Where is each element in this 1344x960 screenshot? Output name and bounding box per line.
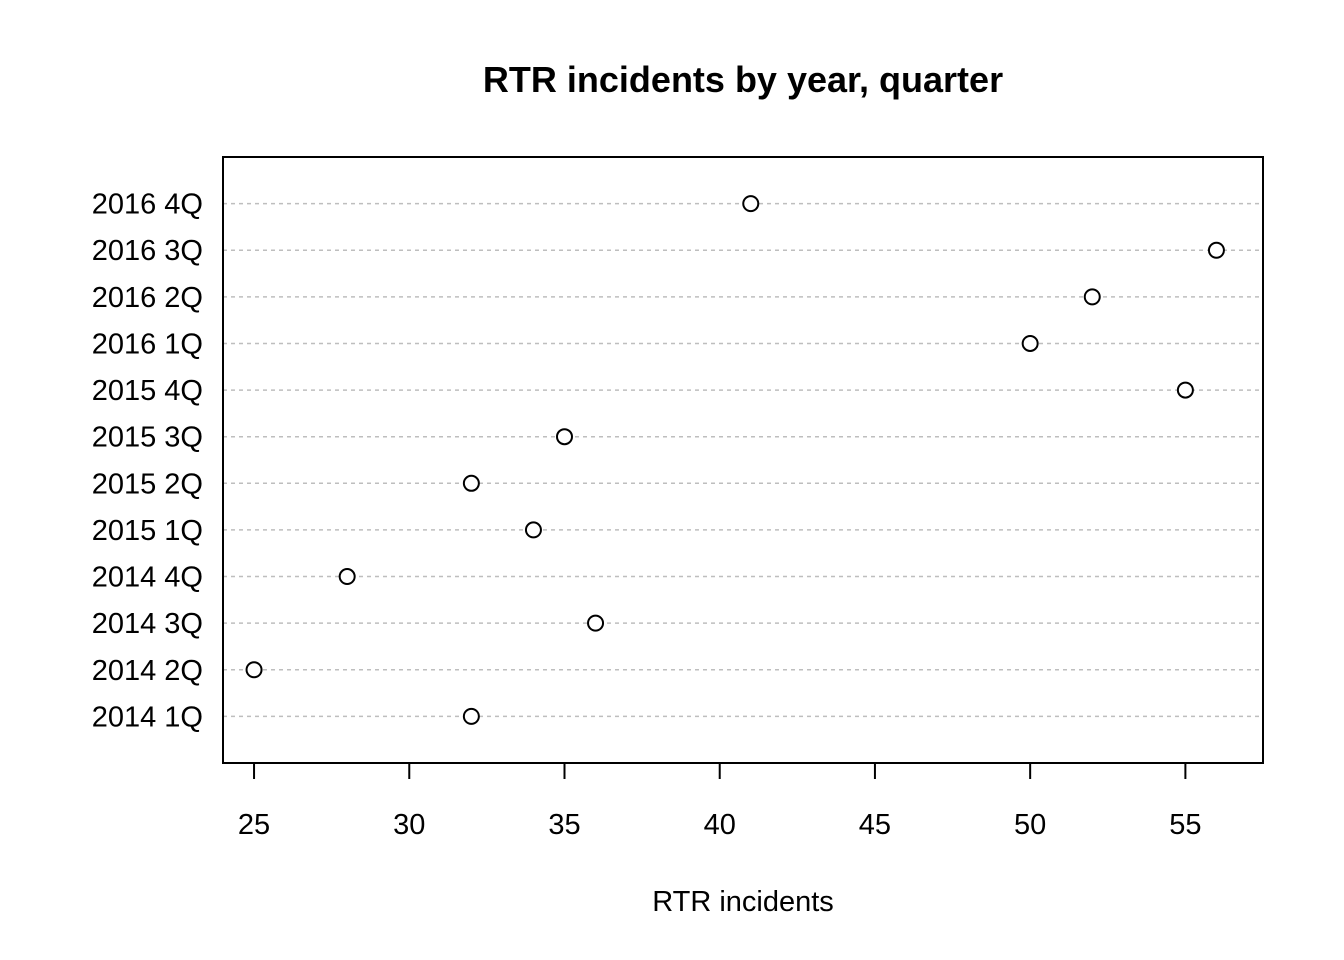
x-axis-label: RTR incidents: [652, 886, 834, 918]
category-label: 2016 3Q: [92, 235, 203, 267]
data-point: [462, 474, 480, 492]
data-point: [1083, 288, 1101, 306]
category-label: 2015 3Q: [92, 422, 203, 454]
x-tick-label: 50: [1014, 809, 1046, 841]
data-point: [524, 521, 542, 539]
category-label: 2015 2Q: [92, 468, 203, 500]
plot-frame: [222, 156, 1264, 764]
data-point: [245, 661, 263, 679]
data-point: [338, 568, 356, 586]
category-label: 2014 3Q: [92, 608, 203, 640]
x-tick-label: 40: [704, 809, 736, 841]
x-tick-label: 35: [548, 809, 580, 841]
category-label: 2014 1Q: [92, 701, 203, 733]
data-point: [1021, 334, 1039, 352]
category-label: 2016 2Q: [92, 282, 203, 314]
category-label: 2015 4Q: [92, 375, 203, 407]
data-point: [555, 428, 573, 446]
category-label: 2016 4Q: [92, 189, 203, 221]
x-tick-label: 30: [393, 809, 425, 841]
category-label: 2014 4Q: [92, 562, 203, 594]
x-tick-label: 55: [1169, 809, 1201, 841]
data-point: [742, 195, 760, 213]
x-tick-label: 25: [238, 809, 270, 841]
data-point: [1207, 241, 1225, 259]
category-labels: 2014 1Q 2014 2Q 2014 3Q 2014 4Q 2015 1Q 2015 …: [92, 189, 203, 734]
data-point: [1176, 381, 1194, 399]
x-axis: 25 30 35 40 45 50 55: [238, 763, 1202, 841]
data-point: [587, 614, 605, 632]
category-label: 2014 2Q: [92, 655, 203, 687]
category-label: 2015 1Q: [92, 515, 203, 547]
grid-lines: [223, 202, 1263, 718]
data-point: [462, 707, 480, 725]
category-label: 2016 1Q: [92, 328, 203, 360]
chart-title: RTR incidents by year, quarter: [483, 59, 1003, 100]
x-tick-label: 45: [859, 809, 891, 841]
data-points: [245, 195, 1225, 725]
